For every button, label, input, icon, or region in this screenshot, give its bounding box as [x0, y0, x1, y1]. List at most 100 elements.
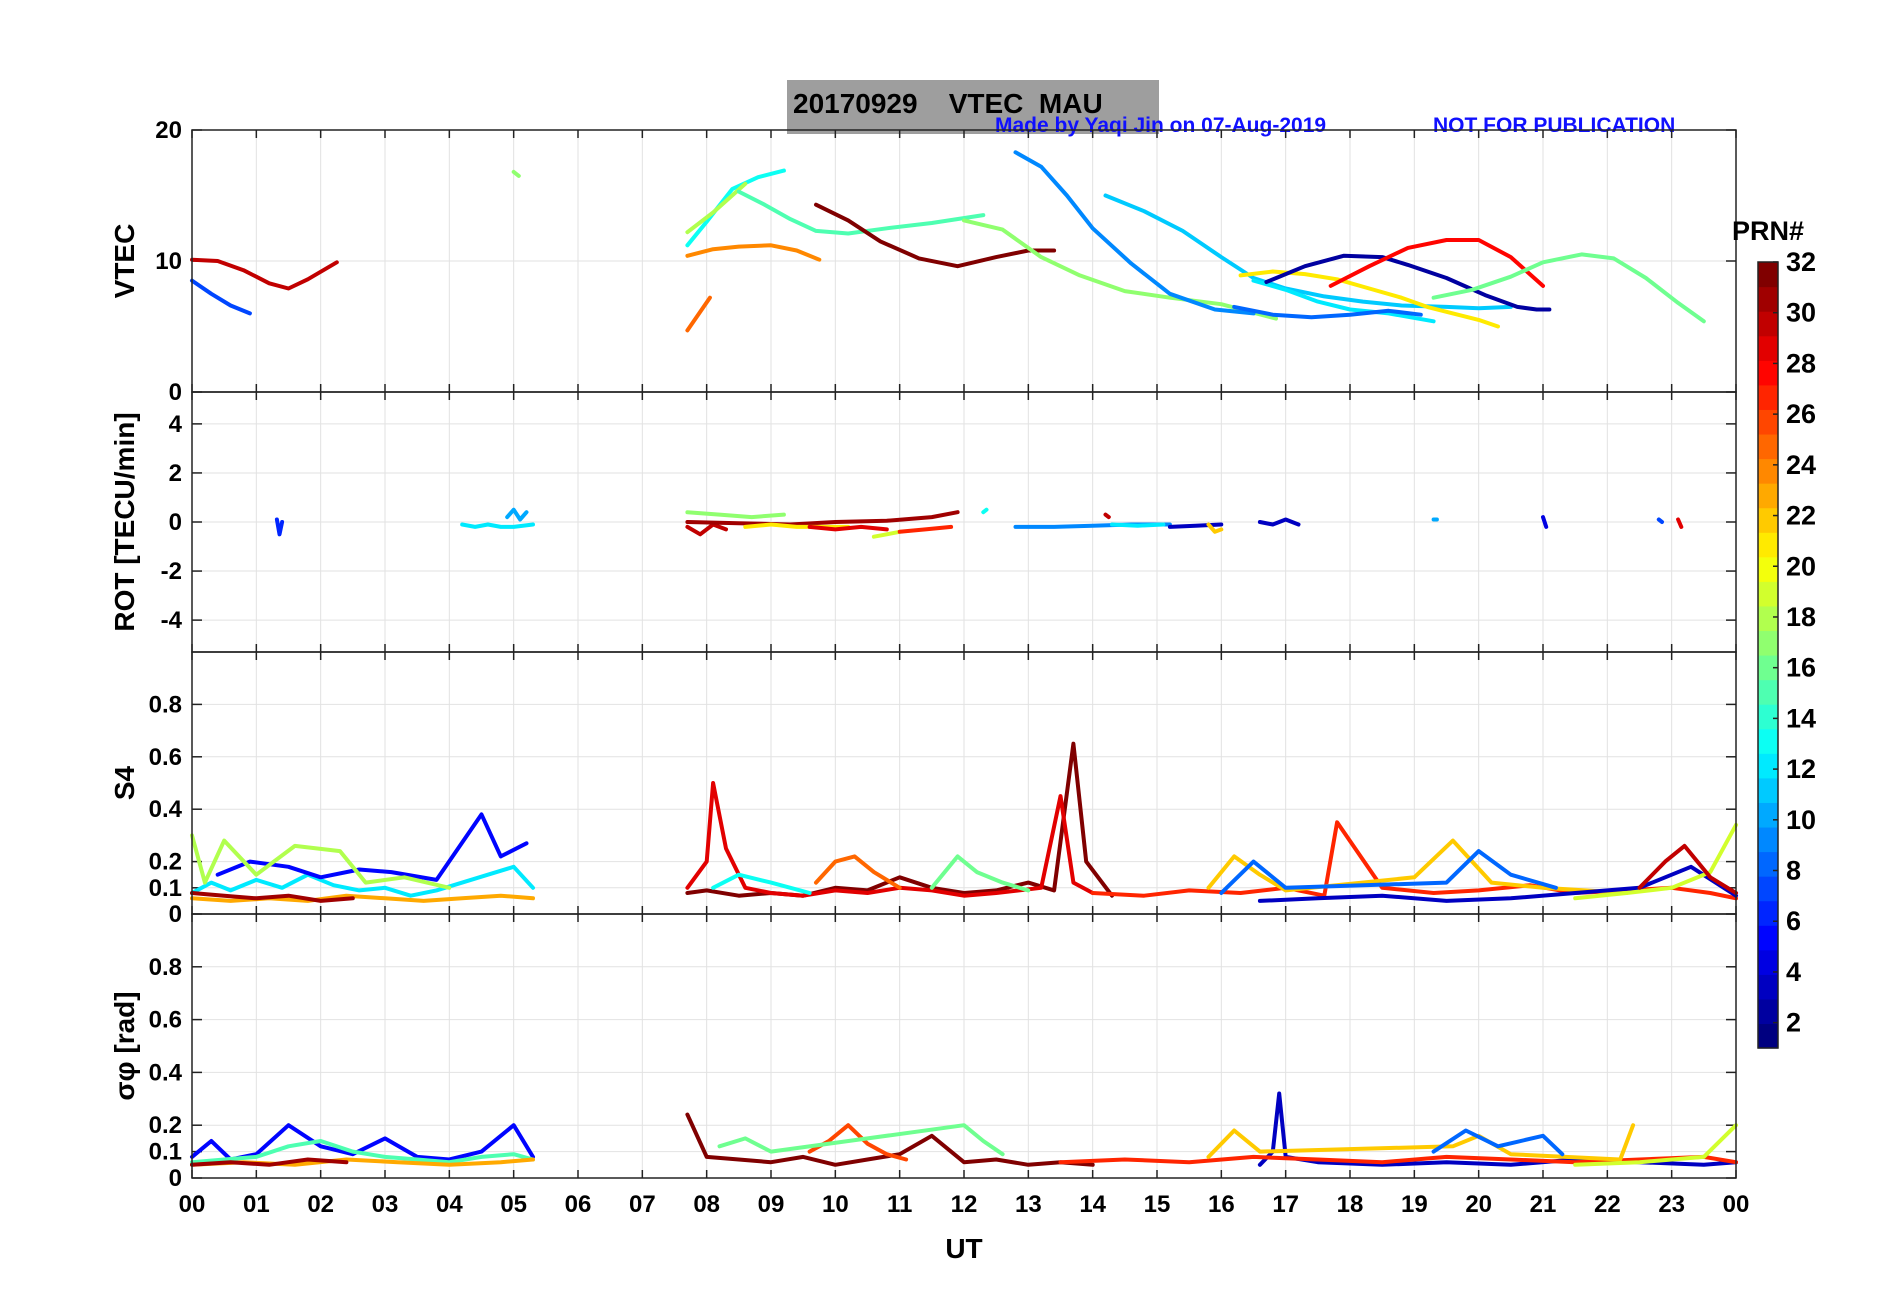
- panel-sigma-ytick-label: 0.2: [149, 1112, 182, 1139]
- panel-rot-series-prn30-4: [685, 522, 728, 537]
- x-tick-label: 12: [951, 1191, 978, 1218]
- x-tick-label: 15: [1144, 1191, 1171, 1218]
- panel-vtec-series-prn11-11: [1103, 193, 1513, 311]
- panel-vtec-series-prn13-3: [685, 168, 786, 248]
- colorbar-tick-label: 30: [1786, 298, 1816, 328]
- panel-rot-ytick-label: 0: [169, 509, 182, 536]
- panel-vtec-series-prn32-8: [814, 202, 1057, 269]
- colorbar-segment: [1758, 384, 1778, 410]
- colorbar-segment: [1758, 876, 1778, 902]
- panel-vtec-ytick-label: 20: [155, 117, 182, 144]
- panel-rot-series-prn6-0: [274, 517, 285, 537]
- colorbar-tick-label: 2: [1786, 1008, 1801, 1038]
- panel-sigma-series-prn16-6: [717, 1123, 1005, 1157]
- colorbar-tick-label: 12: [1786, 754, 1816, 784]
- panel-rot-series-prn12-13: [1110, 522, 1166, 528]
- panel-sigma-series-prn19-11: [1573, 1123, 1738, 1167]
- colorbar-tick-label: 6: [1786, 906, 1801, 936]
- colorbar-segment: [1758, 900, 1778, 926]
- panel-vtec-ylabel: VTEC: [109, 224, 140, 299]
- panel-rot-series-prn31-5: [685, 510, 960, 527]
- colorbar-segment: [1758, 925, 1778, 951]
- colorbar-segment: [1758, 458, 1778, 484]
- panel-s4-series-prn16-8: [929, 854, 1031, 893]
- colorbar-frame: [1757, 261, 1779, 1049]
- colorbar-segment: [1758, 409, 1778, 435]
- colorbar-segment: [1758, 851, 1778, 877]
- panel-vtec-series-prn2-15: [1264, 253, 1552, 312]
- colorbar-segment: [1758, 532, 1778, 558]
- panel-rot-series-prn29-7: [807, 524, 889, 532]
- colorbar-segment: [1758, 728, 1778, 754]
- panel-s4-ytick-label: 0.4: [149, 796, 183, 823]
- panel-rot-series-prn19-8: [871, 529, 902, 539]
- panel-sigma-ytick-label: 0: [169, 1165, 182, 1192]
- panel-sigma-series-prn32-4: [685, 1112, 1095, 1167]
- colorbar-segment: [1758, 998, 1778, 1025]
- panel-s4-ytick-label: 0.1: [149, 875, 182, 902]
- panel-rot-series-prn3-14: [1167, 522, 1224, 529]
- colorbar-tick-label: 22: [1786, 501, 1816, 531]
- x-tick-label: 05: [500, 1191, 527, 1218]
- panel-sigma-ytick-label: 0.1: [149, 1139, 182, 1166]
- x-tick-label: 01: [243, 1191, 270, 1218]
- x-tick-label: 09: [758, 1191, 785, 1218]
- x-tick-label: 13: [1015, 1191, 1042, 1218]
- x-tick-label: 04: [436, 1191, 463, 1218]
- panel-rot-ytick-label: 4: [169, 411, 183, 438]
- x-tick-label: 11: [887, 1191, 912, 1218]
- panel-rot-series-prn29-20: [1676, 517, 1684, 529]
- panel-s4-ytick-label: 0.2: [149, 849, 182, 876]
- x-tick-label: 22: [1594, 1191, 1621, 1218]
- panel-s4-series-prn19-14: [1573, 822, 1738, 901]
- x-tick-label: 17: [1272, 1191, 1299, 1218]
- colorbar-tick-label: 18: [1786, 602, 1816, 632]
- panel-vtec-series-prn30-0: [190, 257, 339, 291]
- panel-rot-ytick-label: -2: [161, 558, 182, 585]
- panel-s4-ylabel: S4: [109, 765, 140, 800]
- panel-vtec-ytick-label: 10: [155, 248, 182, 275]
- panel-rot-ylabel: ROT [TECU/min]: [109, 412, 140, 631]
- x-tick-label: 19: [1401, 1191, 1428, 1218]
- x-tick-label: 23: [1658, 1191, 1685, 1218]
- panel-vtec-series-prn7-1: [190, 278, 252, 316]
- panel-s4-ytick-label: 0.6: [149, 744, 182, 771]
- panel-sigma-series-prn8-10: [1431, 1128, 1565, 1157]
- panel-rot-series-prn13-10: [981, 507, 989, 515]
- colorbar-tick-label: 14: [1786, 703, 1816, 733]
- publication-notice: NOT FOR PUBLICATION: [1433, 114, 1676, 137]
- colorbar-tick-label: 4: [1786, 957, 1801, 987]
- panel-s4-series-prn30-15: [1637, 843, 1738, 895]
- colorbar-tick-label: 26: [1786, 399, 1816, 429]
- colorbar-segment: [1758, 507, 1778, 533]
- panel-rot-series-prn4-18: [1541, 515, 1549, 529]
- x-axis-label: UT: [945, 1233, 982, 1264]
- panel-rot-series-prn21-6: [743, 522, 851, 529]
- colorbar-tick-label: 24: [1786, 450, 1816, 480]
- panel-s4-ytick-label: 0.8: [149, 691, 182, 718]
- x-tick-label: 21: [1530, 1191, 1557, 1218]
- panel-s4-series-prn31-4: [190, 891, 355, 903]
- colorbar-segment: [1758, 974, 1778, 1000]
- panel-sigma-ytick-label: 0.8: [149, 954, 182, 981]
- colorbar-tick-label: 32: [1786, 247, 1816, 277]
- colorbar-segment: [1758, 262, 1778, 288]
- x-tick-label: 00: [1723, 1191, 1750, 1218]
- panel-sigma-series-prn31-3: [190, 1157, 349, 1167]
- colorbar-segment: [1758, 483, 1778, 509]
- panel-rot-series-prn30-12: [1103, 512, 1111, 520]
- colorbar-segment: [1758, 1023, 1778, 1049]
- colorbar-segment: [1758, 556, 1778, 582]
- colorbar-label: PRN#: [1732, 216, 1804, 246]
- x-tick-label: 08: [693, 1191, 720, 1218]
- x-tick-label: 18: [1337, 1191, 1364, 1218]
- panel-vtec-series-prn17-2: [511, 169, 521, 178]
- panel-vtec-series-prn24-6: [685, 243, 822, 262]
- panel-rot-series-prn17-3: [685, 510, 786, 520]
- x-tick-label: 03: [372, 1191, 399, 1218]
- panel-vtec-series-prn21-12: [1238, 269, 1500, 329]
- x-tick-label: 06: [565, 1191, 592, 1218]
- panel-vtec-series-prn28-16: [1328, 238, 1545, 288]
- colorbar-segment: [1758, 826, 1778, 853]
